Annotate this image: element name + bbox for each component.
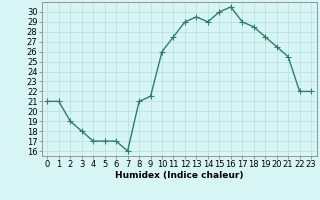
X-axis label: Humidex (Indice chaleur): Humidex (Indice chaleur)	[115, 171, 244, 180]
